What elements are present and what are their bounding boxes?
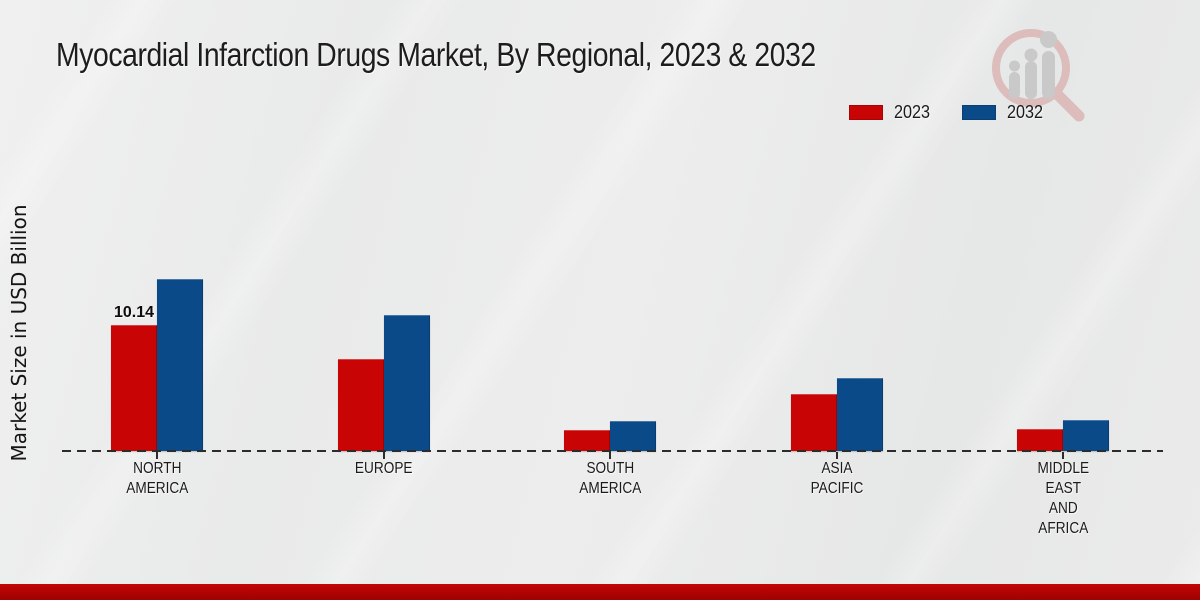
bar-2032-europe: [383, 315, 430, 452]
magnifier-growth-chart-logo: [992, 29, 1085, 122]
bar-2032-middle-east-and-africa: [1063, 420, 1109, 452]
logo-growth-bars: [1009, 31, 1057, 99]
x-axis-category-label-asia-pacific: ASIA PACIFIC: [810, 460, 863, 497]
legend-label-2023: 2023: [893, 102, 930, 122]
legend-swatch-2023: [848, 105, 883, 120]
legend-swatch-2032: [961, 105, 996, 120]
page-title: Myocardial Infarction Drugs Market, By R…: [56, 36, 816, 73]
legend: 2023 2032: [848, 102, 1045, 123]
magnifier-handle: [1050, 87, 1085, 122]
x-axis-category-label-europe: EUROPE: [354, 460, 413, 477]
bar-2032-south-america: [610, 421, 656, 452]
x-axis-tick: [609, 452, 611, 459]
legend-label-2032: 2032: [1006, 102, 1043, 122]
x-axis-tick: [1062, 452, 1064, 459]
bar-2032-north-america: [157, 278, 203, 452]
x-axis-tick: [382, 452, 385, 459]
bar-2023-europe: [337, 358, 384, 452]
x-axis-tick: [835, 452, 838, 459]
legend-item-2032: 2032: [961, 102, 1045, 123]
legend-item-2023: 2023: [848, 102, 932, 123]
footer-accent-bar: [0, 584, 1200, 600]
bar-2023-north-america: [111, 324, 157, 452]
magnifier-ring: [992, 29, 1070, 107]
bar-value-label: 10.14: [113, 303, 155, 321]
bar-2032-asia-pacific: [836, 377, 883, 452]
x-axis-category-label-south-america: SOUTH AMERICA: [578, 460, 642, 497]
x-axis-dashed-baseline: [62, 450, 1163, 452]
bar-2023-asia-pacific: [790, 393, 837, 452]
x-axis-category-label-middle-east-and-africa: MIDDLE EAST AND AFRICA: [1037, 460, 1089, 537]
x-axis-tick: [156, 452, 158, 459]
bar-2023-south-america: [564, 430, 610, 452]
bar-2023-middle-east-and-africa: [1017, 428, 1063, 452]
x-axis-category-label-north-america: NORTH AMERICA: [125, 460, 189, 497]
